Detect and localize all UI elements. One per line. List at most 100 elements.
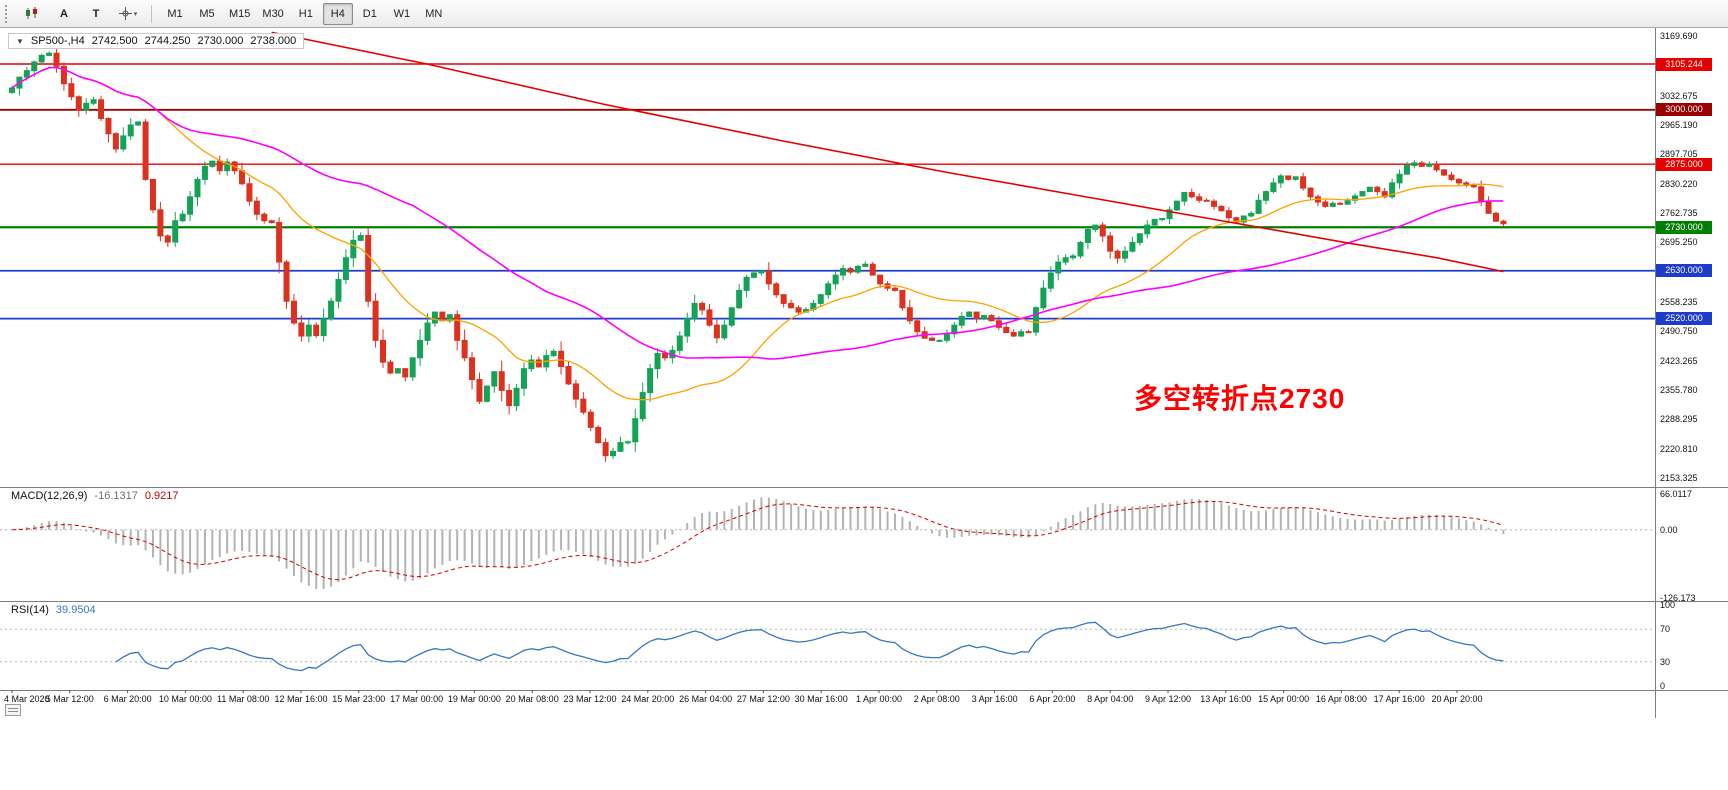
timeframe-M1[interactable]: M1 <box>167 7 183 20</box>
timeframe-MN[interactable]: MN <box>425 7 443 20</box>
ma-slow-line <box>271 31 1504 273</box>
ohlc-low: 2730.000 <box>197 35 244 47</box>
timeframe-toolbar: M1 M5 M15 M30 H1 H4 D1 W1 MN <box>159 2 450 25</box>
time-axis-label: 17 Mar 00:00 <box>390 694 444 704</box>
time-axis-label: 2 Apr 08:00 <box>913 694 960 704</box>
macd-panel-label: MACD(12,26,9) -16.1317 0.9217 <box>8 490 182 502</box>
collapse-chart-icon[interactable]: ▼ <box>16 36 24 46</box>
toolbar-grip[interactable] <box>5 4 11 23</box>
price-level-tag: 3105.244 <box>1656 57 1712 71</box>
macd-indicator-name: MACD(12,26,9) <box>11 490 88 502</box>
chart-header: ▼ SP500-,H4 2742.500 2744.250 2730.000 2… <box>8 33 305 49</box>
timeframe-D1[interactable]: D1 <box>362 7 377 20</box>
price-axis-label: 3169.690 <box>1660 30 1698 41</box>
panel-separators <box>0 28 1728 718</box>
ohlc-open: 2742.500 <box>91 35 138 47</box>
timeframe-M15[interactable]: M15 <box>229 7 251 20</box>
timeframe-W1[interactable]: W1 <box>393 7 411 20</box>
time-axis-label: 1 Apr 00:00 <box>855 694 903 704</box>
macd-signal <box>11 500 1504 581</box>
time-axis-label: 20 Apr 20:00 <box>1431 694 1483 704</box>
price-axis-label: 2490.750 <box>1660 326 1698 337</box>
time-axis-label: 11 Mar 08:00 <box>217 694 270 704</box>
time-axis-label: 6 Mar 20:00 <box>103 694 152 704</box>
price-axis-label: 2897.705 <box>1660 149 1698 160</box>
rsi-axis-label: 0 <box>1660 681 1666 691</box>
price-levels <box>0 63 1655 320</box>
price-axis-label: 2288.295 <box>1660 414 1698 425</box>
time-axis-label: 5 Mar 12:00 <box>45 694 94 704</box>
text-tool-button[interactable]: T <box>92 7 100 20</box>
time-axis-label: 8 Apr 04:00 <box>1087 694 1134 704</box>
time-axis-label: 9 Apr 12:00 <box>1144 694 1192 704</box>
rsi-levels <box>0 628 1655 663</box>
price-level-tag: 2730.000 <box>1656 220 1712 234</box>
time-axis-label: 15 Apr 00:00 <box>1258 694 1310 704</box>
price-axis-label: 2355.780 <box>1660 385 1698 396</box>
fast-navigation-icon[interactable] <box>5 704 21 716</box>
ma-mid-line <box>11 66 1504 360</box>
time-axis-label: 24 Mar 20:00 <box>621 694 675 704</box>
macd-histogram <box>18 497 1505 590</box>
price-axis-label: 2762.735 <box>1660 208 1698 219</box>
time-axis-label: 3 Apr 16:00 <box>971 694 1018 704</box>
timeframe-M30[interactable]: M30 <box>262 7 284 20</box>
timeframe-M5[interactable]: M5 <box>199 7 215 20</box>
price-axis-label: 2423.265 <box>1660 355 1698 366</box>
price-axis-label: 2965.190 <box>1660 119 1698 130</box>
chart-symbol-period: SP500-,H4 <box>30 35 85 47</box>
time-axis-label: 26 Mar 04:00 <box>679 694 733 704</box>
price-level-tag: 2875.000 <box>1656 157 1712 171</box>
rsi-panel-label: RSI(14) 39.9504 <box>8 604 99 616</box>
top-toolbar: A T ▾ M1 M5 M15 M30 H1 H4 D1 W1 MN <box>0 0 1728 28</box>
price-axis-label: 2830.220 <box>1660 178 1698 189</box>
price-axis-label: 3032.675 <box>1660 90 1698 101</box>
timeframe-H1[interactable]: H1 <box>298 7 313 20</box>
rsi-axis-label: 70 <box>1660 624 1671 635</box>
chart-type-icon[interactable] <box>17 3 47 25</box>
rsi-line <box>115 621 1504 672</box>
price-axis-label: 2220.810 <box>1660 443 1698 454</box>
rsi-axis-label: 30 <box>1660 656 1671 667</box>
price-level-tag: 3000.000 <box>1656 103 1712 117</box>
candlesticks <box>9 47 1507 463</box>
macd-signal-value: 0.9217 <box>144 490 179 502</box>
toolbar-icon-buttons: A T ▾ <box>16 3 144 25</box>
ohlc-close: 2738.000 <box>250 35 297 47</box>
macd-axis-label: -126.173 <box>1660 593 1696 603</box>
ohlc-high: 2744.250 <box>144 35 191 47</box>
macd-signal-line <box>11 500 1504 581</box>
chart-annotation: 多空转折点2730 <box>1134 383 1346 414</box>
timeframe-H4[interactable]: H4 <box>322 2 353 25</box>
macd-main-value: -16.1317 <box>94 490 138 502</box>
macd-axis-label: 66.0117 <box>1660 489 1692 499</box>
time-axis-label: 23 Mar 12:00 <box>563 694 617 704</box>
price-axis-label: 2695.250 <box>1660 237 1698 248</box>
time-axis-label: 20 Mar 08:00 <box>505 694 559 704</box>
crosshair-tool-button[interactable]: ▾ <box>113 3 143 25</box>
price-level-tag: 2630.000 <box>1656 264 1712 278</box>
moving-averages <box>11 31 1504 401</box>
font-tool-button[interactable]: A <box>60 7 68 20</box>
time-axis-label: 12 Mar 16:00 <box>274 694 328 704</box>
price-level-tag: 2520.000 <box>1656 312 1712 326</box>
ma-fast-line <box>11 66 1504 401</box>
toolbar-separator <box>151 4 152 23</box>
rsi-plot <box>115 621 1504 672</box>
rsi-axis-label: 100 <box>1660 600 1676 610</box>
time-axis-label: 10 Mar 00:00 <box>158 694 212 704</box>
time-axis-label: 27 Mar 12:00 <box>736 694 790 704</box>
time-axis-label: 4 Mar 2020 <box>4 694 50 704</box>
rsi-value: 39.9504 <box>55 604 96 616</box>
time-axis-label: 19 Mar 00:00 <box>447 694 501 704</box>
time-axis-label: 6 Apr 20:00 <box>1029 694 1076 704</box>
dropdown-caret-icon: ▾ <box>133 10 138 18</box>
rsi-indicator-name: RSI(14) <box>11 604 49 616</box>
time-axis-label: 17 Apr 16:00 <box>1373 694 1425 704</box>
macd-axis-label: 0.00 <box>1660 524 1678 535</box>
price-axis-label: 2153.325 <box>1660 473 1698 484</box>
time-axis-label: 15 Mar 23:00 <box>332 694 386 704</box>
price-axis-label: 2558.235 <box>1660 296 1698 307</box>
